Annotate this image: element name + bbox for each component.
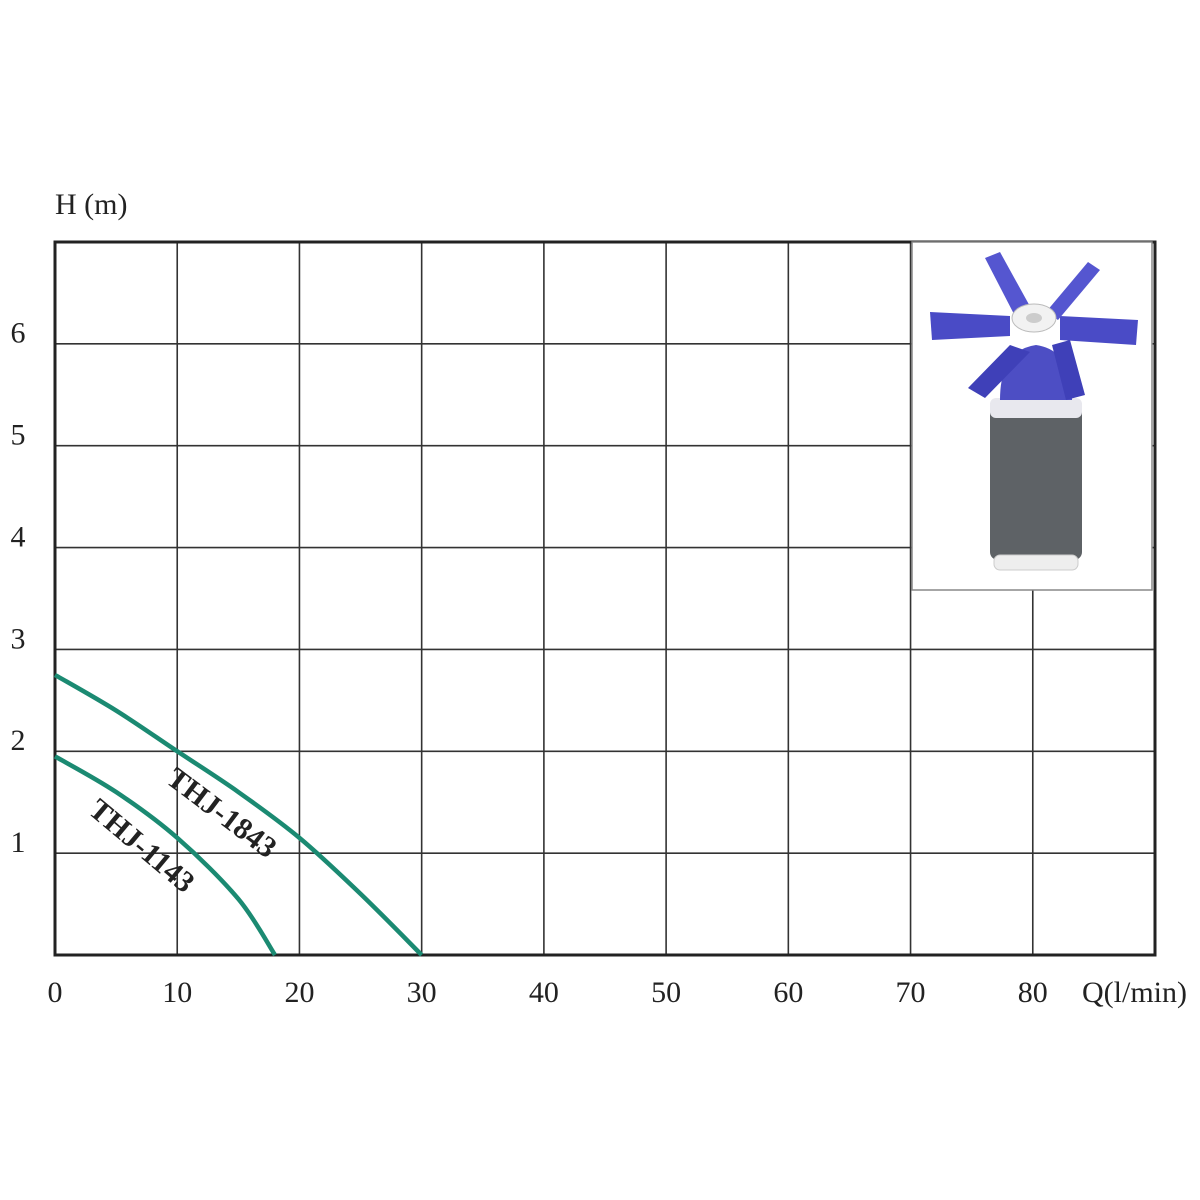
y-tick-label: 1 xyxy=(11,826,26,859)
x-axis-label: Q(l/min) xyxy=(1082,976,1187,1009)
magnet xyxy=(990,400,1082,560)
magnet-cap xyxy=(993,554,1079,571)
x-tick-label: 0 xyxy=(48,976,63,1009)
y-tick-label: 4 xyxy=(11,520,26,553)
blade xyxy=(1060,316,1138,345)
x-tick-label: 30 xyxy=(407,976,437,1009)
x-tick-label: 80 xyxy=(1018,976,1048,1009)
impeller-photo xyxy=(911,241,1153,591)
y-axis-label: H (m) xyxy=(55,188,127,221)
shaft xyxy=(1026,313,1042,323)
x-tick-label: 60 xyxy=(773,976,803,1009)
blade xyxy=(1046,262,1100,320)
x-tick-label: 10 xyxy=(162,976,192,1009)
y-tick-label: 3 xyxy=(11,622,26,655)
x-tick-label: 70 xyxy=(896,976,926,1009)
x-tick-label: 20 xyxy=(284,976,314,1009)
plot-frame xyxy=(53,240,1157,957)
x-tick-label: 50 xyxy=(651,976,681,1009)
y-tick-label: 5 xyxy=(11,419,26,452)
y-tick-label: 6 xyxy=(11,317,26,350)
ring xyxy=(990,398,1082,418)
blade xyxy=(930,312,1010,340)
curve xyxy=(53,672,424,957)
x-tick-label: 40 xyxy=(529,976,559,1009)
blade xyxy=(985,252,1032,318)
curve xyxy=(53,754,277,957)
blade xyxy=(1052,340,1085,400)
blade xyxy=(968,345,1030,398)
y-tick-label: 2 xyxy=(11,724,26,757)
